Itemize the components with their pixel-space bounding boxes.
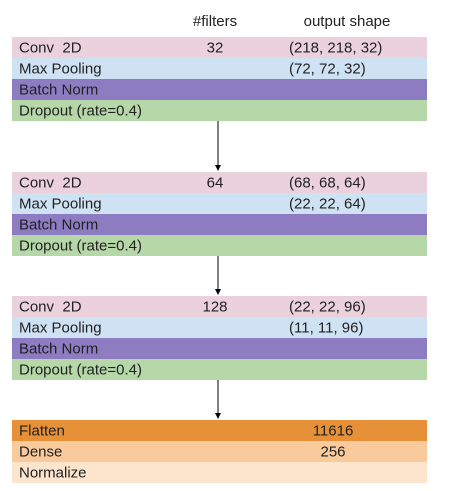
output-header: output shape (304, 13, 391, 30)
layer-row (12, 441, 427, 462)
layer-label: Max Pooling (19, 195, 102, 212)
layer-row (12, 235, 427, 256)
layer-row (12, 172, 427, 193)
output-shape: (72, 72, 32) (289, 60, 366, 77)
layer-row (12, 462, 427, 483)
layer-label: Dropout (rate=0.4) (19, 361, 142, 378)
layer-label: Conv 2D (19, 39, 82, 56)
layer-label: Flatten (19, 422, 65, 439)
layer-row (12, 37, 427, 58)
filters-value: 128 (202, 298, 227, 315)
filters-header: #filters (193, 13, 237, 30)
layer-label: Batch Norm (19, 216, 98, 233)
filters-value: 32 (207, 39, 224, 56)
layer-label: Batch Norm (19, 340, 98, 357)
output-shape: (22, 22, 96) (289, 298, 366, 315)
layer-row (12, 193, 427, 214)
layer-row (12, 214, 427, 235)
layer-row (12, 420, 427, 441)
layer-label: Conv 2D (19, 174, 82, 191)
output-shape: (22, 22, 64) (289, 195, 366, 212)
layer-label: Dense (19, 443, 62, 460)
layer-row (12, 296, 427, 317)
filters-value: 64 (207, 174, 224, 191)
layer-row (12, 58, 427, 79)
layer-row (12, 317, 427, 338)
layer-row (12, 79, 427, 100)
layer-row (12, 338, 427, 359)
layer-row (12, 100, 427, 121)
output-shape: (218, 218, 32) (289, 39, 382, 56)
output-size: 11616 (313, 422, 354, 439)
layer-row (12, 359, 427, 380)
output-shape: (11, 11, 96) (289, 319, 364, 336)
layer-label: Batch Norm (19, 81, 98, 98)
layer-label: Dropout (rate=0.4) (19, 237, 142, 254)
output-shape: (68, 68, 64) (289, 174, 366, 191)
layer-label: Normalize (19, 464, 87, 481)
layer-label: Dropout (rate=0.4) (19, 102, 142, 119)
layer-label: Max Pooling (19, 60, 102, 77)
layer-label: Max Pooling (19, 319, 102, 336)
layer-label: Conv 2D (19, 298, 82, 315)
output-size: 256 (320, 443, 345, 460)
